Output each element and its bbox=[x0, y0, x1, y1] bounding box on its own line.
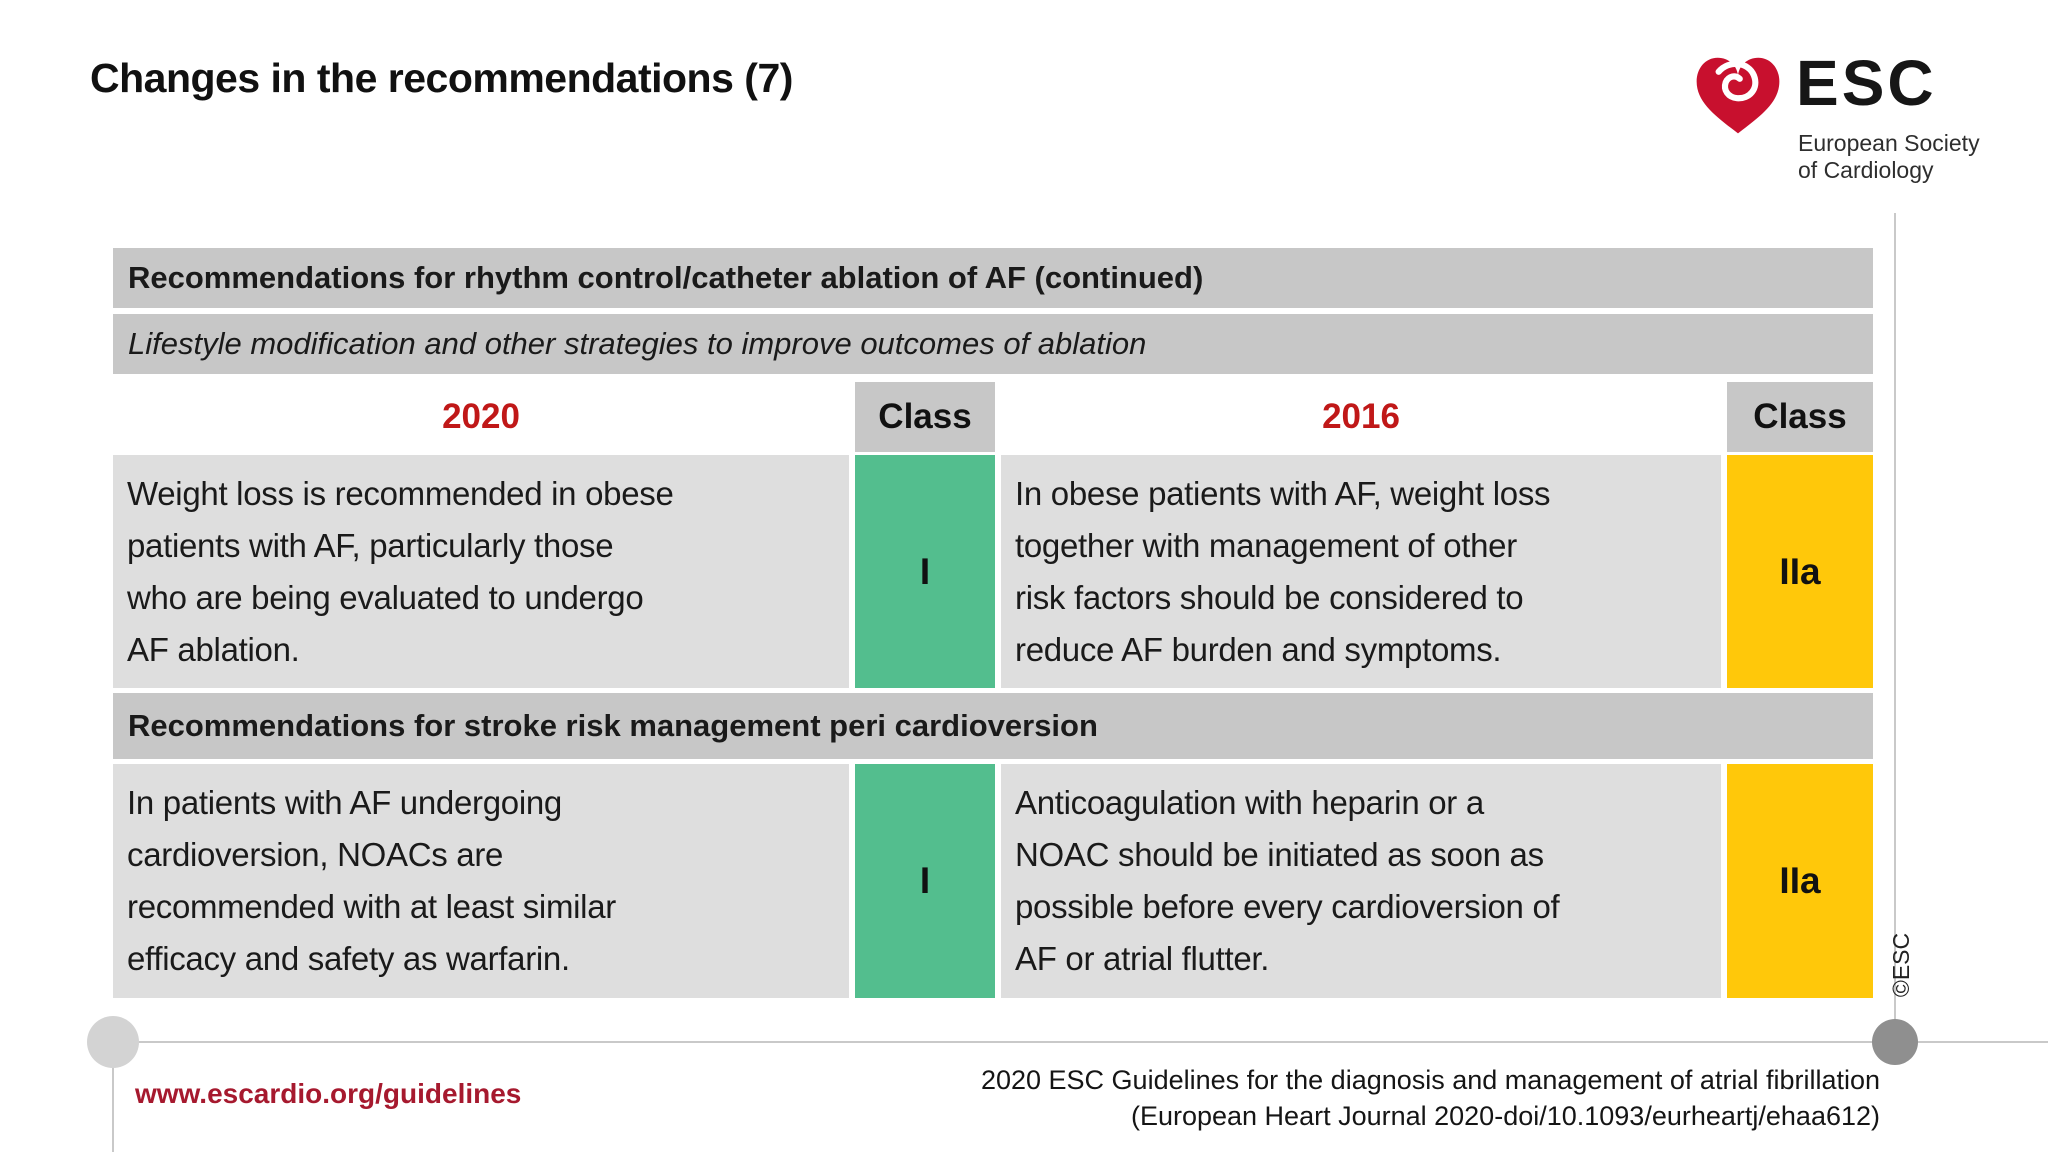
row1-class-2020-badge: I bbox=[855, 455, 995, 688]
table-section1-header-text: Recommendations for rhythm control/cathe… bbox=[128, 260, 1204, 295]
footer-left-vertical-line bbox=[112, 1042, 114, 1152]
table-section1-subtitle-text: Lifestyle modification and other strateg… bbox=[128, 326, 1147, 361]
row1-class-2016-badge: IIa bbox=[1727, 455, 1873, 688]
row1-recommendation-2020: Weight loss is recommended in obese pati… bbox=[113, 455, 849, 688]
row1-recommendation-2016: In obese patients with AF, weight loss t… bbox=[1001, 455, 1721, 688]
page-title: Changes in the recommendations (7) bbox=[90, 55, 793, 101]
footer-reference-line2: (European Heart Journal 2020-doi/10.1093… bbox=[1130, 1101, 1880, 1131]
footer-reference: 2020 ESC Guidelines for the diagnosis an… bbox=[880, 1062, 1880, 1134]
table-section1-subtitle: Lifestyle modification and other strateg… bbox=[113, 314, 1873, 374]
footer-reference-line1: 2020 ESC Guidelines for the diagnosis an… bbox=[980, 1065, 1880, 1095]
table-section2-header-text: Recommendations for stroke risk manageme… bbox=[128, 708, 1098, 743]
esc-copyright-vertical-text: ©ESC bbox=[1887, 932, 1914, 998]
column-header-class-right: Class bbox=[1727, 382, 1873, 452]
vertical-divider-line bbox=[1894, 213, 1896, 1042]
footer-left-circle bbox=[87, 1016, 139, 1068]
esc-logo-subtitle: European Society of Cardiology bbox=[1798, 130, 1980, 183]
esc-logo-text: ESC bbox=[1796, 47, 1937, 119]
column-header-2016: 2016 bbox=[1001, 382, 1721, 452]
table-section2-header: Recommendations for stroke risk manageme… bbox=[113, 693, 1873, 759]
esc-logo: ESC European Society of Cardiology bbox=[1694, 38, 2024, 198]
row2-recommendation-2020: In patients with AF undergoing cardiover… bbox=[113, 764, 849, 998]
guidelines-url-link[interactable]: www.escardio.org/guidelines bbox=[135, 1078, 522, 1109]
column-header-2020: 2020 bbox=[113, 382, 849, 452]
row2-recommendation-2016: Anticoagulation with heparin or a NOAC s… bbox=[1001, 764, 1721, 998]
footer-horizontal-line bbox=[113, 1041, 2048, 1043]
footer-right-circle bbox=[1872, 1019, 1918, 1065]
row2-class-2020-badge: I bbox=[855, 764, 995, 998]
column-header-class-left: Class bbox=[855, 382, 995, 452]
row2-class-2016-badge: IIa bbox=[1727, 764, 1873, 998]
table-section1-header: Recommendations for rhythm control/cathe… bbox=[113, 248, 1873, 308]
heart-icon bbox=[1696, 57, 1780, 134]
